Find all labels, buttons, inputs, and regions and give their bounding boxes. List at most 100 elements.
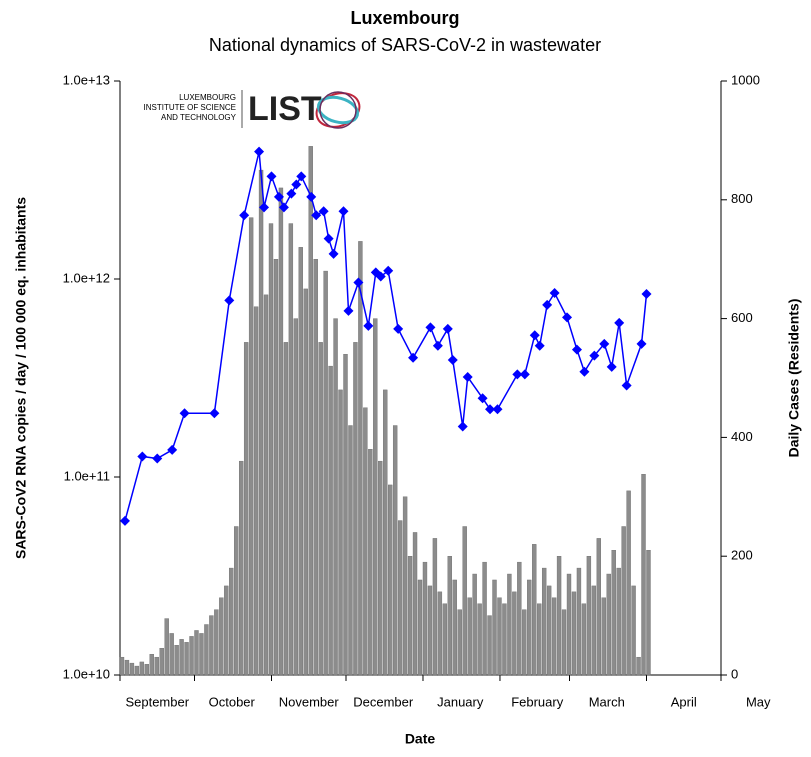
y2-tick-label: 800 bbox=[731, 191, 753, 206]
bar bbox=[199, 633, 204, 676]
bar bbox=[149, 654, 154, 676]
marker bbox=[393, 323, 404, 334]
marker bbox=[432, 340, 443, 351]
bar bbox=[606, 573, 611, 676]
x-tick-label: February bbox=[511, 694, 564, 709]
marker bbox=[549, 287, 560, 298]
marker bbox=[239, 210, 250, 221]
bar bbox=[422, 561, 428, 676]
marker bbox=[278, 202, 289, 213]
bar bbox=[164, 618, 169, 676]
bar bbox=[611, 550, 616, 676]
bar bbox=[581, 603, 587, 676]
bar bbox=[507, 573, 512, 676]
bar bbox=[278, 187, 284, 676]
bar bbox=[129, 662, 135, 676]
x-tick-label: November bbox=[279, 694, 340, 709]
marker bbox=[579, 366, 590, 377]
bar bbox=[323, 270, 328, 676]
marker bbox=[477, 393, 488, 404]
bar bbox=[378, 460, 383, 676]
chart-title: Luxembourg bbox=[350, 8, 459, 28]
bar bbox=[591, 585, 597, 676]
bar bbox=[119, 656, 125, 676]
y2-tick-label: 0 bbox=[731, 666, 738, 681]
marker bbox=[311, 210, 322, 221]
x-tick-label: October bbox=[209, 694, 256, 709]
bar bbox=[139, 661, 145, 676]
bar bbox=[124, 659, 130, 676]
bar bbox=[248, 217, 254, 676]
bar bbox=[641, 474, 646, 676]
marker bbox=[254, 146, 265, 157]
marker bbox=[485, 404, 496, 415]
y-tick-label: 1.0e+12 bbox=[63, 270, 110, 285]
marker bbox=[343, 305, 354, 316]
x-tick-label: September bbox=[125, 694, 189, 709]
bar bbox=[616, 567, 621, 676]
bar bbox=[566, 573, 572, 676]
bar bbox=[586, 556, 592, 676]
marker bbox=[296, 171, 307, 182]
bar bbox=[308, 146, 313, 676]
bar bbox=[348, 425, 353, 676]
bar bbox=[169, 633, 174, 676]
bar bbox=[532, 544, 537, 676]
bar bbox=[179, 639, 184, 676]
marker bbox=[152, 453, 163, 464]
marker bbox=[323, 233, 334, 244]
bar bbox=[412, 532, 418, 676]
bar bbox=[318, 342, 323, 676]
bar bbox=[467, 597, 472, 676]
bar bbox=[596, 538, 601, 676]
bar bbox=[194, 630, 199, 676]
bar bbox=[333, 318, 338, 676]
marker bbox=[383, 265, 394, 276]
bar bbox=[442, 603, 448, 676]
bar bbox=[551, 597, 557, 676]
y-tick-label: 1.0e+10 bbox=[63, 666, 110, 681]
bar bbox=[512, 591, 517, 676]
marker bbox=[291, 179, 302, 190]
logo-text: AND TECHNOLOGY bbox=[161, 113, 237, 122]
bar bbox=[402, 496, 408, 676]
marker bbox=[266, 171, 277, 182]
marker bbox=[179, 408, 190, 419]
bar bbox=[527, 579, 532, 676]
bar bbox=[328, 365, 333, 676]
bar bbox=[204, 624, 209, 676]
marker bbox=[599, 338, 610, 349]
marker bbox=[286, 188, 297, 199]
bar bbox=[224, 585, 229, 676]
marker bbox=[614, 317, 625, 328]
y2-tick-label: 1000 bbox=[731, 72, 760, 87]
marker bbox=[338, 206, 349, 217]
logo-ring bbox=[316, 95, 360, 125]
y2-tick-label: 200 bbox=[731, 548, 753, 563]
marker bbox=[328, 248, 339, 259]
bar bbox=[576, 567, 582, 676]
y-tick-label: 1.0e+13 bbox=[63, 72, 110, 87]
bar bbox=[283, 342, 289, 676]
bar bbox=[243, 342, 249, 676]
bar bbox=[571, 591, 577, 676]
bar bbox=[268, 223, 274, 676]
marker bbox=[457, 421, 468, 432]
bar bbox=[258, 169, 264, 676]
x-tick-label: March bbox=[589, 694, 625, 709]
bar bbox=[482, 561, 487, 676]
bar bbox=[184, 642, 189, 676]
marker bbox=[306, 191, 317, 202]
bar bbox=[502, 603, 507, 676]
bar bbox=[174, 645, 179, 676]
marker bbox=[447, 354, 458, 365]
x-tick-label: May bbox=[746, 694, 771, 709]
logo-wordmark: LIST bbox=[248, 90, 322, 128]
bar bbox=[497, 597, 502, 676]
bar bbox=[303, 288, 308, 676]
logo-text: INSTITUTE OF SCIENCE bbox=[144, 103, 236, 112]
marker bbox=[363, 320, 374, 331]
bar bbox=[397, 520, 403, 676]
logo: LUXEMBOURG INSTITUTE OF SCIENCE AND TECH… bbox=[144, 90, 361, 129]
